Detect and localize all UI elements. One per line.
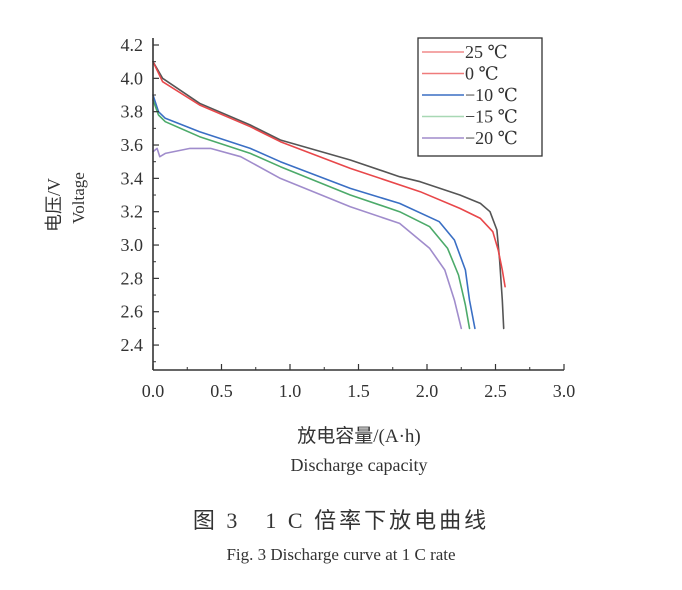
series-line-3 <box>152 99 471 330</box>
y-tick-label: 3.4 <box>121 168 144 188</box>
figure-caption-cn: 图 3 1 C 倍率下放电曲线 <box>192 508 490 533</box>
y-tick-label: 2.8 <box>121 268 144 288</box>
x-tick-label: 0.0 <box>142 381 165 401</box>
axes-group: 2.4 2.6 2.8 3.0 3.2 3.4 3.6 3.8 4.0 4.2 0.0 0.5 1.0 1… <box>121 35 576 401</box>
figure-caption-en: Fig. 3 Discharge curve at 1 C rate <box>226 545 456 564</box>
y-tick-label: 4.0 <box>121 68 144 88</box>
x-tick-label: 1.0 <box>279 381 302 401</box>
series-line-1 <box>152 60 506 288</box>
y-tick-label: 3.2 <box>121 202 144 222</box>
y-axis-label: 电压/V <box>44 178 64 232</box>
y-tick-label: 2.4 <box>121 335 144 355</box>
x-axis-label-en: Discharge capacity <box>290 455 427 475</box>
y-tick-label: 4.2 <box>121 35 144 55</box>
y-tick-label: 3.0 <box>121 235 144 255</box>
x-tick-label: 2.5 <box>484 381 507 401</box>
legend-label: −20 ℃ <box>465 128 518 148</box>
legend-label: −10 ℃ <box>465 85 518 105</box>
series-line-2 <box>152 94 476 330</box>
y-axis-label-en: Voltage <box>69 172 88 224</box>
legend-label: 25 ℃ <box>465 42 508 62</box>
y-tick-label: 3.8 <box>121 102 144 122</box>
x-tick-label: 0.5 <box>210 381 233 401</box>
legend-label: −15 ℃ <box>465 107 518 127</box>
y-tick-label: 3.6 <box>121 135 144 155</box>
axis-labels: 电压/V Voltage 放电容量/(A·h) Discharge capaci… <box>44 172 428 475</box>
x-axis-label: 放电容量/(A·h) <box>297 425 420 447</box>
series-line-4 <box>152 147 463 330</box>
discharge-curve-chart: 2.4 2.6 2.8 3.0 3.2 3.4 3.6 3.8 4.0 4.2 0.0 0.5 1.0 1… <box>44 35 576 475</box>
plot-series-group <box>152 60 506 330</box>
y-tick-label: 2.6 <box>121 302 144 322</box>
legend-label: 0 ℃ <box>465 64 499 84</box>
legend: 25 ℃0 ℃−10 ℃−15 ℃−20 ℃ <box>417 37 543 157</box>
legend-box <box>417 37 543 157</box>
x-tick-label: 1.5 <box>347 381 370 401</box>
x-tick-label: 2.0 <box>416 381 439 401</box>
x-tick-label: 3.0 <box>553 381 576 401</box>
